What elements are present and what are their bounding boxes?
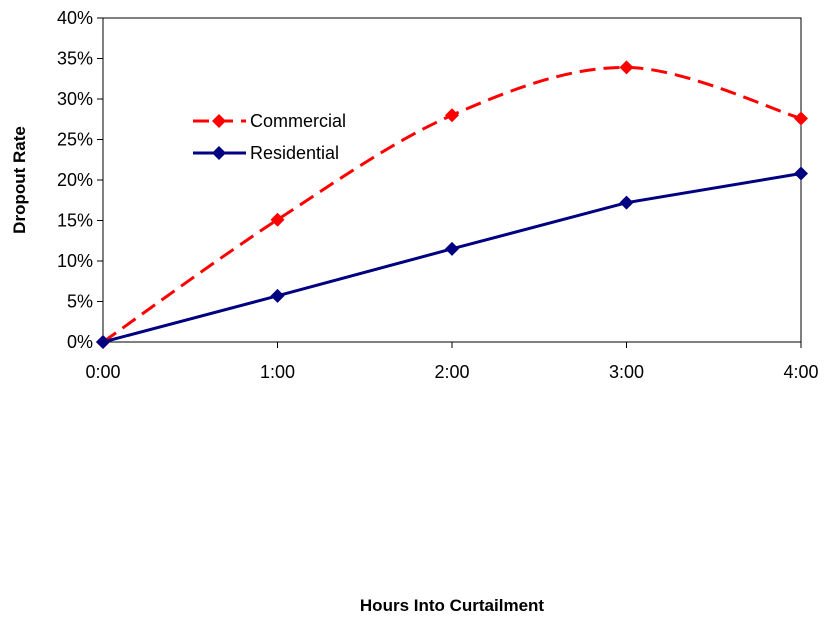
y-tick-label: 15% bbox=[57, 211, 93, 231]
residential-legend-marker bbox=[212, 146, 226, 160]
commercial-data-point bbox=[794, 111, 808, 126]
y-tick-label: 10% bbox=[57, 251, 93, 271]
y-axis: 0% 5% 10% 15% 20% 25% 30% 35% 40% bbox=[57, 8, 103, 352]
y-tick-label: 20% bbox=[57, 170, 93, 190]
y-axis-title: Dropout Rate bbox=[10, 126, 29, 234]
y-tick-label: 25% bbox=[57, 130, 93, 150]
residential-data-point bbox=[619, 195, 634, 210]
x-tick-label: 3:00 bbox=[609, 362, 644, 382]
residential-legend-label: Residential bbox=[250, 143, 339, 163]
y-tick-label: 5% bbox=[67, 292, 93, 312]
commercial-data-point bbox=[619, 60, 634, 75]
plot-area bbox=[102, 17, 802, 343]
x-axis: 0:00 1:00 2:00 3:00 4:00 bbox=[85, 342, 819, 382]
x-tick-label: 0:00 bbox=[85, 362, 120, 382]
x-tick-label: 2:00 bbox=[434, 362, 469, 382]
residential-data-point bbox=[270, 288, 285, 303]
y-tick-label: 35% bbox=[57, 49, 93, 69]
x-axis-title: Hours Into Curtailment bbox=[360, 596, 545, 615]
legend: Commercial Residential bbox=[193, 111, 346, 163]
commercial-legend-label: Commercial bbox=[250, 111, 346, 131]
y-tick-label: 40% bbox=[57, 8, 93, 28]
y-tick-label: 30% bbox=[57, 89, 93, 109]
residential-data-point bbox=[794, 166, 808, 181]
commercial-data-point bbox=[445, 108, 459, 123]
residential-data-point bbox=[445, 241, 459, 256]
commercial-data-point bbox=[270, 212, 285, 227]
commercial-legend-marker bbox=[212, 114, 226, 128]
y-tick-label: 0% bbox=[67, 332, 93, 352]
residential-data-point bbox=[96, 335, 110, 349]
x-tick-label: 4:00 bbox=[783, 362, 818, 382]
x-tick-label: 1:00 bbox=[260, 362, 295, 382]
series-layer bbox=[96, 60, 808, 349]
